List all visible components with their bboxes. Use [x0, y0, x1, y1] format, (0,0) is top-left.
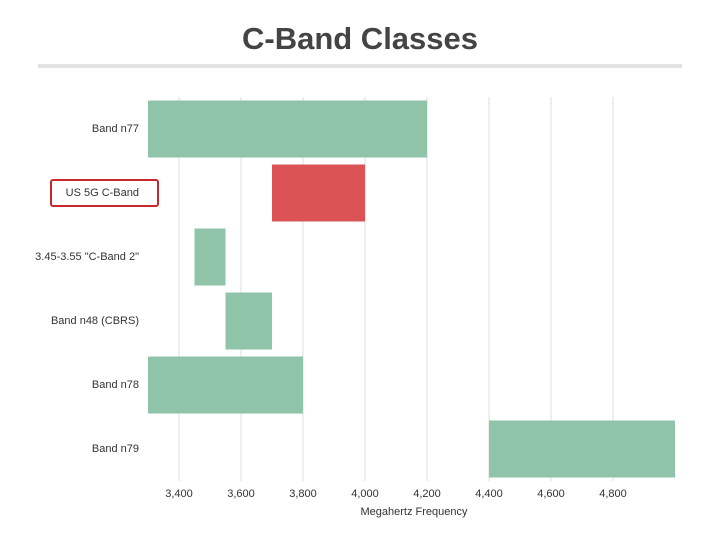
bar [148, 356, 303, 414]
bar [272, 164, 365, 222]
x-axis-title: Megahertz Frequency [361, 506, 468, 518]
x-tick-label: 4,600 [537, 488, 565, 500]
y-tick-label: Band n78 [92, 379, 139, 391]
title-rule [38, 64, 682, 68]
bar [194, 228, 226, 286]
y-tick-label: Band n79 [92, 443, 139, 455]
highlight-box [50, 179, 159, 207]
x-tick-label: 4,400 [475, 488, 503, 500]
x-tick-label: 3,400 [165, 488, 193, 500]
y-tick-label: 3.45-3.55 "C-Band 2" [35, 251, 139, 263]
x-tick-label: 4,800 [599, 488, 627, 500]
x-tick-label: 3,800 [289, 488, 317, 500]
bar [148, 100, 427, 158]
y-tick-label: Band n77 [92, 123, 139, 135]
y-tick-label: Band n48 (CBRS) [51, 315, 139, 327]
y-tick-label: US 5G C-Band [66, 187, 139, 199]
x-tick-label: 3,600 [227, 488, 255, 500]
bar [489, 420, 675, 478]
bar [225, 292, 272, 350]
x-tick-label: 4,200 [413, 488, 441, 500]
x-tick-label: 4,000 [351, 488, 379, 500]
chart-title: C-Band Classes [242, 21, 478, 56]
